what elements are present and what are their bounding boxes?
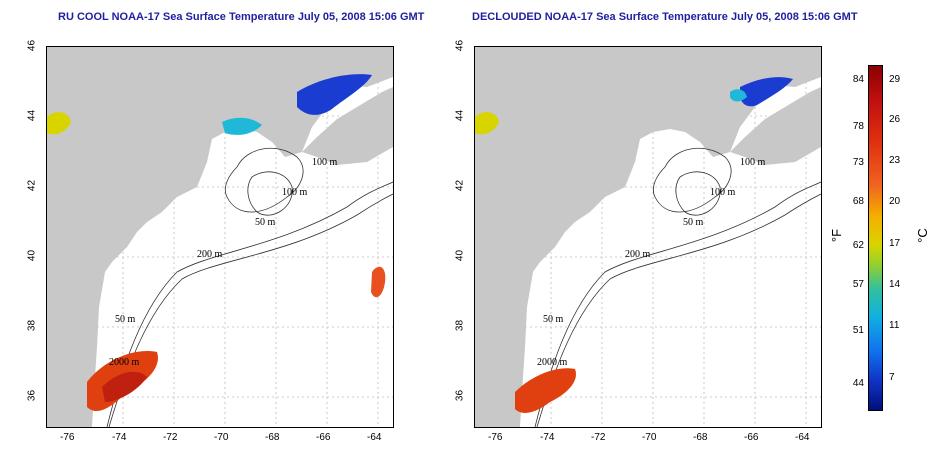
contour-label-50m-a: 50 m [255,217,276,228]
contour-label-2000m: 2000 m [537,357,568,368]
left-map-title: RU COOL NOAA-17 Sea Surface Temperature … [58,11,425,23]
contour-label-50m-b: 50 m [115,314,136,325]
contour-label-100m-b: 100 m [710,187,736,198]
colorbar-f-label: 73 [852,157,864,168]
lon-tick: -64 [367,432,382,443]
colorbar-c-label: 20 [889,196,901,207]
unit-celsius: °C [914,228,930,243]
contour-label-100m-a: 100 m [740,157,766,168]
lon-tick: -76 [60,432,75,443]
colorbar-f-label: 57 [852,279,864,290]
lon-tick: -74 [112,432,127,443]
lat-tick: 46 [26,39,38,52]
lat-tick: 46 [454,39,466,52]
sst-warm-patch [515,368,576,413]
lon-tick: -74 [540,432,555,443]
lon-tick: -64 [795,432,810,443]
lat-tick: 38 [26,319,38,332]
lon-tick: -66 [744,432,759,443]
colorbar-c-label: 17 [889,238,901,249]
colorbar-f-label: 68 [852,196,864,207]
land-mass [475,47,821,427]
right-map-title: DECLOUDED NOAA-17 Sea Surface Temperatur… [472,11,858,23]
contour-labels: 100 m 100 m 50 m 200 m 50 m 2000 m [537,157,766,368]
sst-cold-patch [47,74,372,135]
lon-tick: -70 [642,432,657,443]
lon-tick: -66 [316,432,331,443]
land-mass [47,47,393,427]
contour-label-200m: 200 m [197,249,223,260]
lon-tick: -68 [265,432,280,443]
colorbar-f-label: 51 [852,325,864,336]
colorbar-c-label: 26 [889,114,901,125]
contour-label-50m-b: 50 m [543,314,564,325]
lat-tick: 44 [26,109,38,122]
bathymetry-contours [534,148,821,427]
colorbar-f-label: 78 [852,121,864,132]
left-map-panel: 100 m 100 m 50 m 200 m 50 m 2000 m [46,46,394,428]
sst-cold-patch [475,77,793,135]
colorbar-c-label: 29 [889,74,901,85]
contour-label-2000m: 2000 m [109,357,140,368]
colorbar-c-label: 11 [889,320,900,331]
lon-tick: -68 [693,432,708,443]
land-nova-scotia [730,87,821,165]
lat-tick: 36 [454,389,466,402]
lon-tick: -72 [163,432,178,443]
contour-label-50m-a: 50 m [683,217,704,228]
lat-tick: 40 [454,249,466,262]
lon-tick: -76 [488,432,503,443]
colorbar-f-label: 62 [852,240,864,251]
colorbar-c-label: 23 [889,155,901,166]
land-nova-scotia [302,87,393,165]
contour-label-100m-b: 100 m [282,187,308,198]
contour-label-200m: 200 m [625,249,651,260]
right-map-panel: 100 m 100 m 50 m 200 m 50 m 2000 m [474,46,822,428]
colorbar-c-label: 7 [889,372,895,383]
lon-tick: -72 [591,432,606,443]
lat-tick: 40 [26,249,38,262]
unit-fahrenheit: °F [829,228,845,243]
lat-tick: 36 [26,389,38,402]
lat-tick: 42 [454,179,466,192]
lat-tick: 42 [26,179,38,192]
colorbar-c-label: 14 [889,279,901,290]
bathymetry-contours [106,148,393,427]
lat-tick: 44 [454,109,466,122]
contour-labels: 100 m 100 m 50 m 200 m 50 m 2000 m [109,157,338,368]
right-map-svg: 100 m 100 m 50 m 200 m 50 m 2000 m [475,47,821,427]
left-map-svg: 100 m 100 m 50 m 200 m 50 m 2000 m [47,47,393,427]
lat-tick: 38 [454,319,466,332]
colorbar-f-label: 44 [852,378,864,389]
contour-label-100m-a: 100 m [312,157,338,168]
colorbar-f-label: 84 [852,74,864,85]
lon-tick: -70 [214,432,229,443]
temperature-colorbar [868,65,883,411]
sst-warm-patch [87,266,386,412]
